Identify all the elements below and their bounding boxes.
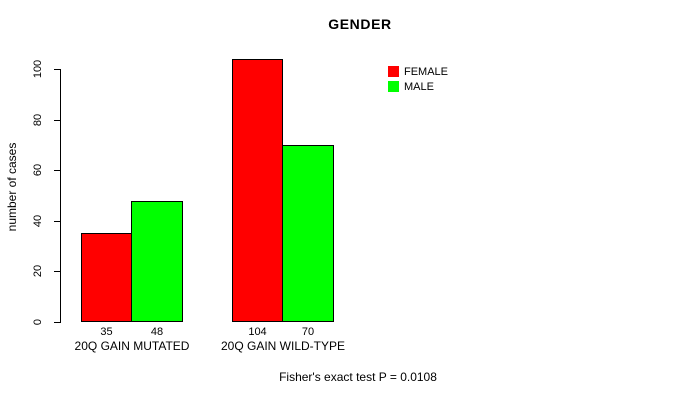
y-tick-mark [54,69,60,70]
legend: FEMALE MALE [388,64,448,94]
bar-value-label: 104 [248,326,267,338]
legend-item-female: FEMALE [388,64,448,79]
bar-male-1 [131,201,183,322]
y-tick-label: 20 [32,265,44,278]
bar-female-1 [81,233,132,322]
y-tick-label: 100 [32,59,44,79]
legend-swatch-male [388,81,399,92]
y-tick-mark [54,170,60,172]
y-tick-label: 60 [32,164,44,177]
y-tick-mark [54,322,60,323]
category-label: 20Q GAIN MUTATED [74,339,190,353]
y-axis-line [60,69,61,323]
bar-female-2 [232,59,283,322]
bar-value-label: 70 [301,326,315,338]
bar-value-label: 48 [150,326,164,338]
y-tick-label: 40 [32,214,44,227]
legend-swatch-female [388,66,399,77]
category-label: 20Q GAIN WILD-TYPE [220,339,346,353]
legend-label: FEMALE [404,65,449,78]
y-tick-label: 0 [32,318,44,326]
legend-item-male: MALE [388,79,448,94]
legend-label: MALE [404,80,434,93]
bar-value-label: 35 [100,326,113,338]
y-tick-mark [54,119,60,121]
y-tick-mark [54,271,60,273]
y-axis-label: number of cases [5,142,19,232]
chart-title: GENDER [328,16,392,32]
y-tick-label: 80 [32,113,44,126]
bar-male-2 [282,145,334,322]
y-tick-mark [54,220,60,222]
footnote: Fisher's exact test P = 0.0108 [279,370,437,384]
